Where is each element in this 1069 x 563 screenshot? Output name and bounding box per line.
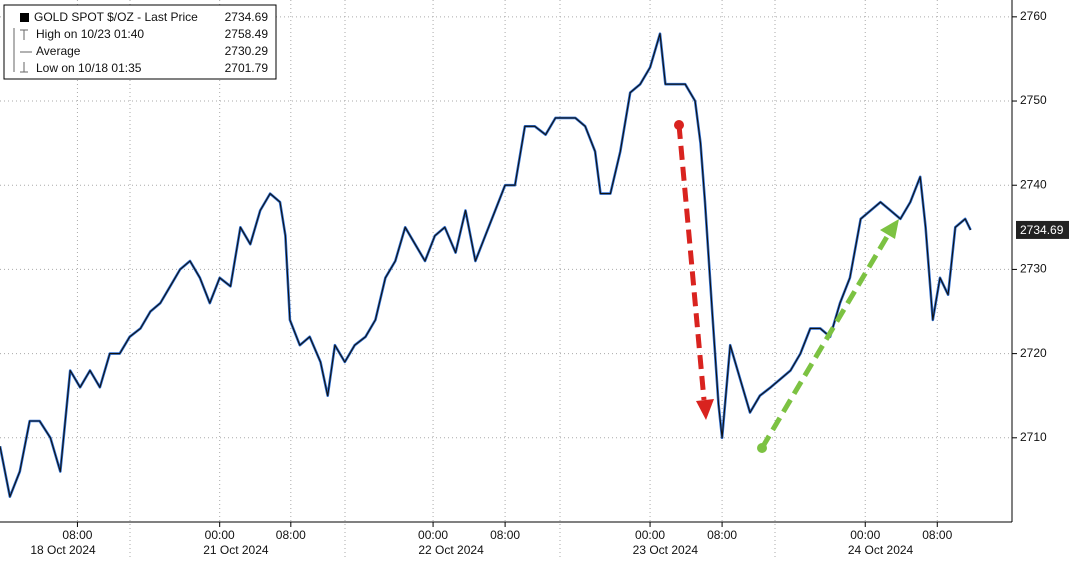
y-tick-label: 2740	[1020, 177, 1047, 191]
y-tick-label: 2760	[1020, 9, 1047, 23]
legend-value: 2734.69	[225, 10, 269, 24]
x-tick-label: 08:00	[276, 528, 306, 542]
legend-label: Average	[36, 44, 81, 58]
arrow-tail	[757, 443, 767, 453]
last-price-label: 2734.69	[1020, 223, 1064, 237]
arrow-tail	[674, 120, 684, 130]
legend-value: 2701.79	[225, 61, 269, 75]
x-tick-label: 00:00	[635, 528, 665, 542]
x-tick-label: 08:00	[707, 528, 737, 542]
x-tick-label: 08:00	[490, 528, 520, 542]
arrow-shaft	[676, 124, 707, 401]
last-price-tag	[1016, 220, 1069, 239]
legend: GOLD SPOT $/OZ - Last Price 2734.69 High…	[3, 4, 277, 80]
y-tick-label: 2720	[1020, 346, 1047, 360]
arrow-up	[757, 219, 899, 453]
legend-label: High on 10/23 01:40	[36, 27, 144, 41]
legend-swatch	[20, 13, 29, 22]
x-tick-label: 08:00	[922, 528, 952, 542]
x-tick-label: 00:00	[418, 528, 448, 542]
plot	[0, 32, 972, 498]
arrow-head	[880, 219, 899, 239]
y-tick-label: 2750	[1020, 93, 1047, 107]
date-label: 22 Oct 2024	[418, 543, 484, 557]
y-tick-label: 2730	[1020, 262, 1047, 276]
legend-label: Low on 10/18 01:35	[36, 61, 142, 75]
line	[0, 33, 972, 498]
legend-value: 2730.29	[225, 44, 269, 58]
y-tick-label: 2710	[1020, 430, 1047, 444]
date-label: 18 Oct 2024	[30, 543, 96, 557]
legend-box	[3, 4, 277, 80]
date-label: 24 Oct 2024	[848, 543, 914, 557]
date-label: 21 Oct 2024	[203, 543, 269, 557]
x-tick-label: 00:00	[205, 528, 235, 542]
legend-icons	[13, 28, 32, 73]
arrow-head	[696, 399, 714, 420]
legend-label: GOLD SPOT $/OZ - Last Price	[34, 10, 198, 24]
x-tick-label: 08:00	[62, 528, 92, 542]
date-label: 23 Oct 2024	[633, 543, 699, 557]
legend-value: 2758.49	[225, 27, 269, 41]
x-tick-label: 00:00	[850, 528, 880, 542]
arrow-down	[674, 120, 714, 420]
